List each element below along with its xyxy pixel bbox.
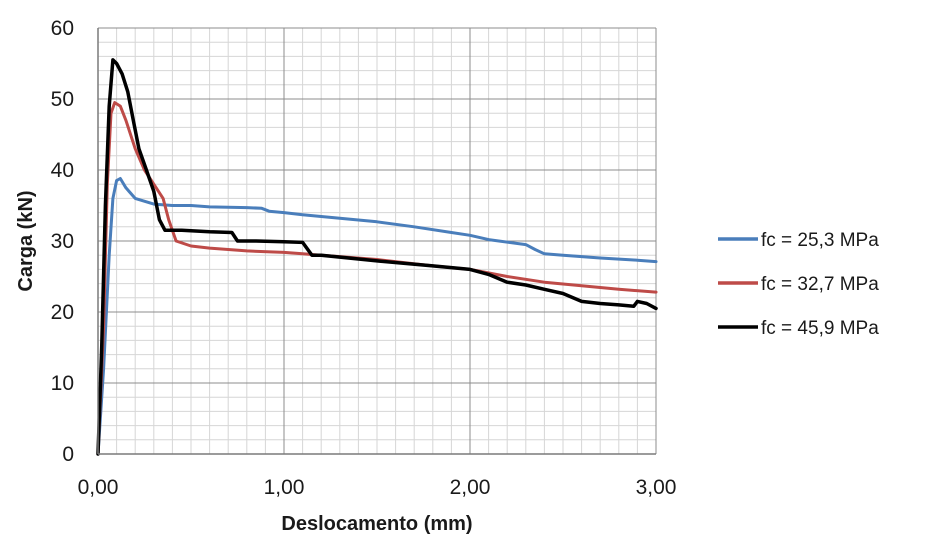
series-line-2 [96,101,658,456]
tick-labels: 0 10 20 30 40 50 60 0,00 1,00 2,00 3,00 [51,17,677,499]
x-tick-label: 0,00 [78,476,119,499]
legend-label-3: fc = 45,9 MPa [761,318,879,339]
series-line-3 [96,58,658,456]
y-tick-label: 50 [51,88,74,111]
series-line-1 [96,177,658,456]
y-tick-label: 0 [62,443,74,466]
x-tick-label: 1,00 [264,476,305,499]
axes [97,28,656,455]
x-tick-label: 2,00 [450,476,491,499]
y-tick-label: 10 [51,372,74,395]
legend-label-1: fc = 25,3 MPa [761,230,879,251]
y-tick-label: 20 [51,301,74,324]
y-axis-title: Carga (kN) [15,190,37,291]
legend: fc = 25,3 MPa fc = 32,7 MPa fc = 45,9 MPa [718,230,879,339]
grid [97,27,657,455]
y-tick-label: 40 [51,159,74,182]
y-tick-label: 60 [51,17,74,40]
legend-label-2: fc = 32,7 MPa [761,274,879,295]
y-tick-label: 30 [51,230,74,253]
x-tick-label: 3,00 [636,476,677,499]
x-axis-title: Deslocamento (mm) [281,513,472,535]
series-lines [96,58,658,456]
